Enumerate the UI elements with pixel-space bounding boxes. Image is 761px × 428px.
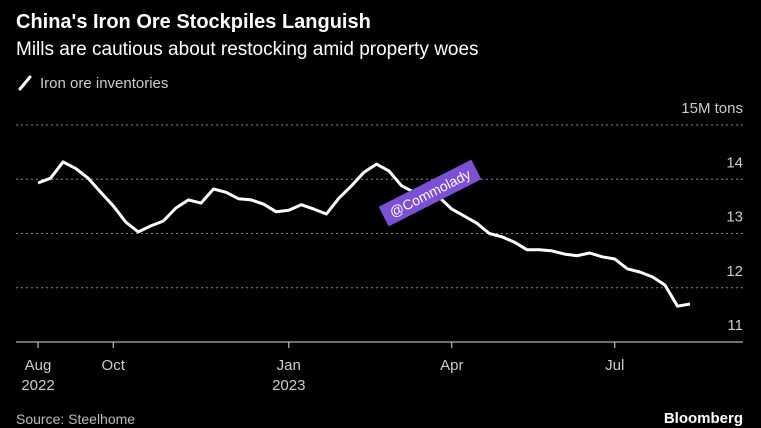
x-tick-label: Aug 2022 [21, 357, 54, 394]
y-tick-label: 11 [727, 317, 743, 334]
y-tick-label: 15M tons [681, 100, 743, 117]
x-tick-label-line: Oct [102, 357, 126, 374]
series-line [37, 160, 691, 308]
source: Source: Steelhome [16, 411, 135, 427]
x-tick-label-line: Aug [25, 357, 52, 374]
brand: Bloomberg [664, 410, 743, 427]
watermark-box [378, 159, 482, 227]
chart-subtitle: Mills are cautious about restocking amid… [16, 39, 479, 60]
x-tick-label-line: 2023 [272, 377, 305, 394]
x-tick-label-line: Jan [277, 357, 301, 374]
watermark-text: @Commolady [387, 166, 473, 221]
x-tick-label: Oct [102, 357, 126, 374]
chart-title: China's Iron Ore Stockpiles Languish [16, 11, 371, 33]
y-tick-label: 12 [726, 263, 743, 280]
legend-label: Iron ore inventories [40, 75, 168, 92]
x-tick-label-line: 2022 [21, 377, 54, 394]
x-tick-label: Apr [440, 357, 463, 374]
x-tick-label-line: Jul [605, 357, 624, 374]
y-tick-label: 13 [726, 209, 743, 226]
x-tick-label: Jul [605, 357, 624, 374]
x-tick-label-line: Apr [440, 357, 463, 374]
legend-swatch [18, 75, 32, 91]
y-tick-label: 14 [726, 154, 743, 171]
x-tick-label: Jan 2023 [272, 357, 305, 394]
